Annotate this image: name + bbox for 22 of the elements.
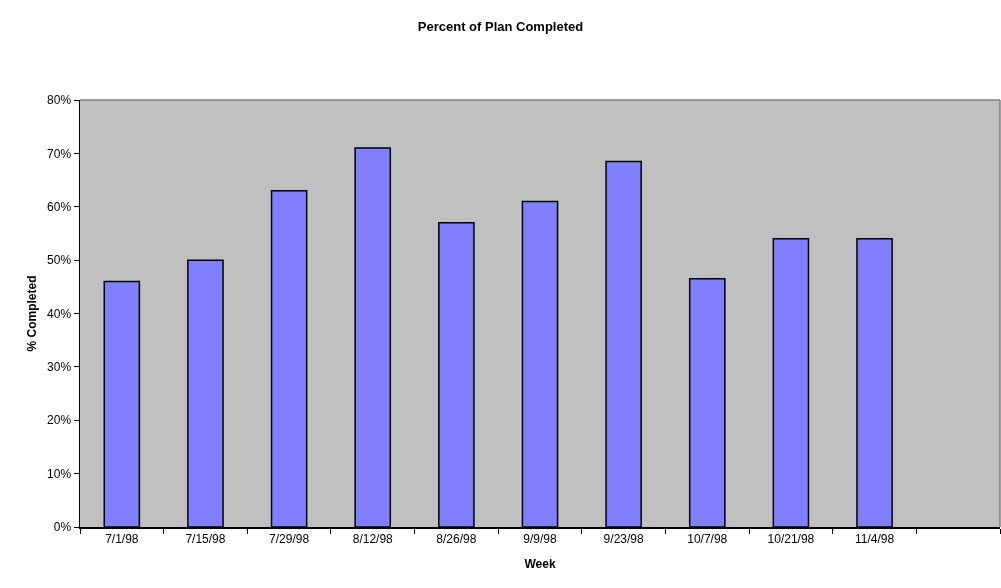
x-tick-label: 10/21/98 <box>767 531 815 546</box>
y-tick-label: 10% <box>47 466 72 481</box>
x-tick-label: 7/1/98 <box>105 531 139 546</box>
y-tick-label: 60% <box>47 199 72 214</box>
x-axis-title: Week <box>524 556 556 571</box>
y-tick-label: 70% <box>47 146 72 161</box>
y-tick-label: 20% <box>47 413 72 428</box>
y-tick-label: 80% <box>47 93 72 108</box>
x-tick-label: 11/4/98 <box>854 531 895 546</box>
chart-title: Percent of Plan Completed <box>417 19 584 35</box>
y-axis-title: % Completed <box>24 275 39 352</box>
x-tick-label: 10/7/98 <box>687 531 728 546</box>
x-tick-label: 9/9/98 <box>523 531 557 546</box>
x-tick-label: 7/29/98 <box>269 531 310 546</box>
x-tick-label: 8/26/98 <box>436 531 477 546</box>
y-tick-label: 30% <box>47 360 72 375</box>
x-tick-label: 8/12/98 <box>352 531 394 546</box>
y-tick-label: 40% <box>47 306 72 321</box>
x-tick-label: 9/23/98 <box>603 531 644 546</box>
y-tick-label: 50% <box>47 253 72 268</box>
x-tick-label: 7/15/98 <box>185 531 226 546</box>
y-tick-label: 0% <box>53 520 72 535</box>
